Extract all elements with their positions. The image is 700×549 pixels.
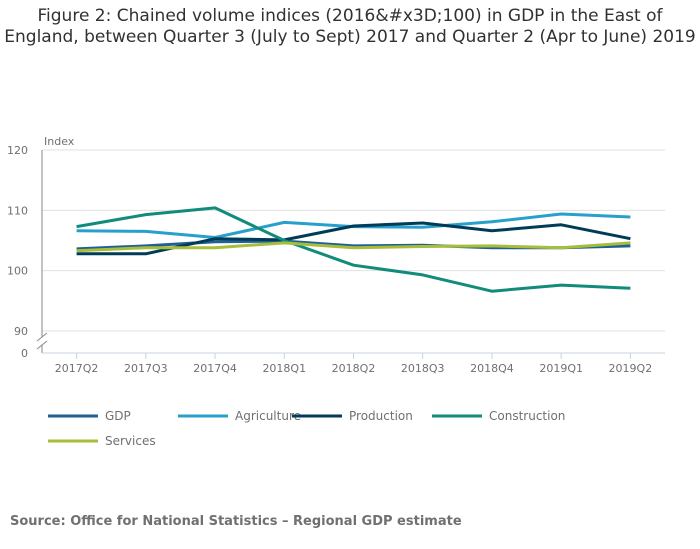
y-tick-label: 120 xyxy=(7,144,28,157)
y-axis-title: Index xyxy=(44,135,75,148)
legend-label: Agriculture xyxy=(235,409,301,423)
series-line-construction xyxy=(76,206,631,293)
x-tick-label: 2018Q4 xyxy=(470,362,514,375)
y-tick-label: 90 xyxy=(14,325,28,338)
y-tick-label: 110 xyxy=(7,204,28,217)
legend-item-services[interactable]: Services xyxy=(48,434,156,448)
axis-break-mark xyxy=(36,332,48,342)
y-axis: 0 90 100 110 120 xyxy=(7,144,48,360)
y-tick-label: 100 xyxy=(7,265,28,278)
legend-label: Construction xyxy=(489,409,565,423)
legend-label: GDP xyxy=(105,409,131,423)
x-tick-label: 2017Q2 xyxy=(55,362,99,375)
legend-item-agriculture[interactable]: Agriculture xyxy=(178,409,301,423)
x-tick-label: 2019Q1 xyxy=(539,362,583,375)
series-lines xyxy=(76,206,631,293)
x-axis: 2017Q2 2017Q3 2017Q4 2018Q1 2018Q2 2018Q3 2018… xyxy=(42,352,665,375)
series-line-services xyxy=(76,241,631,253)
legend-item-production[interactable]: Production xyxy=(292,409,413,423)
gridlines xyxy=(42,149,665,332)
legend-label: Production xyxy=(349,409,413,423)
x-tick-label: 2019Q2 xyxy=(609,362,653,375)
axis-break-mark xyxy=(36,340,48,350)
legend-label: Services xyxy=(105,434,156,448)
x-tick-label: 2017Q3 xyxy=(124,362,168,375)
chart-title: Figure 2: Chained volume indices (2016&#… xyxy=(4,6,696,47)
x-tick-label: 2017Q4 xyxy=(193,362,237,375)
legend: GDP Agriculture Production Construction Serv… xyxy=(48,409,565,448)
legend-item-construction[interactable]: Construction xyxy=(432,409,565,423)
source-note: Source: Office for National Statistics –… xyxy=(10,514,462,529)
x-tick-label: 2018Q3 xyxy=(401,362,445,375)
y-tick-label: 0 xyxy=(21,347,28,360)
legend-item-gdp[interactable]: GDP xyxy=(48,409,131,423)
x-tick-label: 2018Q2 xyxy=(332,362,376,375)
x-tick-label: 2018Q1 xyxy=(262,362,306,375)
